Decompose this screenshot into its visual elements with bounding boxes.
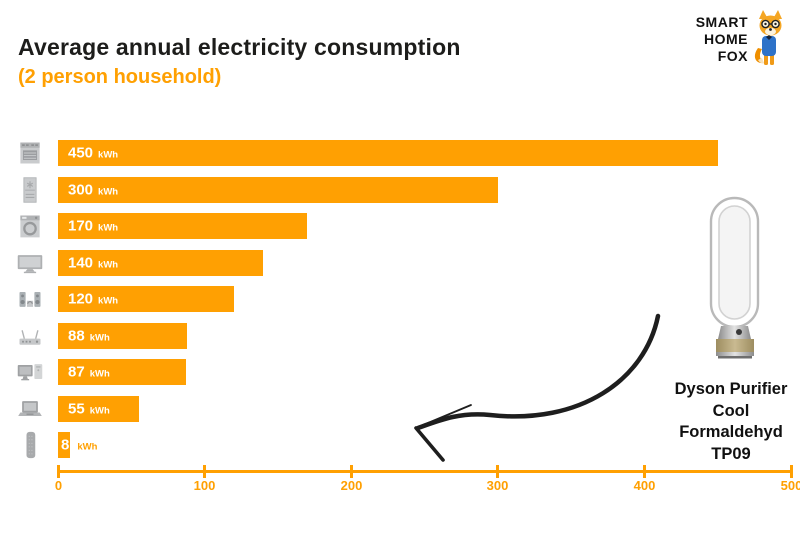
hand-drawn-arrow-icon	[414, 313, 661, 462]
bar-unit: kWh	[98, 259, 119, 271]
bar-unit: kWh	[89, 332, 110, 344]
bar-unit: kWh	[89, 368, 110, 380]
desktop-computer-icon	[12, 359, 48, 385]
bar-desktop-computer	[58, 359, 186, 385]
x-tick-400: 400	[634, 465, 655, 493]
logo-text: SMART HOME FOX	[696, 10, 748, 65]
bar-row-router: 88 kWh	[0, 323, 800, 349]
stereo-system-icon	[12, 286, 48, 312]
product-label-line: Formaldehyd	[679, 423, 783, 441]
chart-subtitle: (2 person household)	[18, 66, 222, 88]
bar-unit: kWh	[98, 222, 119, 234]
bar-tv	[58, 250, 263, 276]
bar-row-fridge: 300 kWh	[0, 177, 800, 203]
x-tick-label: 100	[193, 478, 216, 493]
tv-icon	[12, 250, 48, 276]
x-tick-label: 500	[780, 478, 800, 493]
bar-value: 300	[68, 181, 94, 199]
bar-value: 450	[68, 144, 94, 162]
bar-row-desktop-pc: 87 kWh	[0, 359, 800, 385]
bar-row-oven: 450 kWh	[0, 140, 800, 166]
product-label-line: Cool	[712, 401, 750, 420]
bar-wifi-router	[58, 323, 187, 349]
bar-unit: kWh	[77, 441, 98, 453]
bar-value: 55	[68, 400, 85, 418]
x-tick-200: 200	[341, 465, 362, 493]
bar-unit: kWh	[98, 149, 119, 161]
bar-row-air-purifier: 8 kWh	[0, 431, 800, 459]
bar-washing-machine	[58, 213, 307, 239]
bar-air-purifier	[58, 432, 70, 458]
x-tick-500: 500	[781, 465, 800, 493]
x-axis-line	[58, 470, 791, 473]
bar-unit: kWh	[98, 295, 119, 307]
bar-value: 170	[68, 217, 94, 235]
bar-value: 120	[68, 290, 94, 308]
bar-value: 88	[68, 327, 85, 345]
wifi-router-icon	[12, 323, 48, 349]
bar-stereo-system	[58, 286, 234, 312]
x-tick-label: 400	[633, 478, 656, 493]
product-label-line: Dyson Purifier	[674, 380, 788, 398]
bar-oven	[58, 140, 718, 166]
bar-value: 140	[68, 254, 94, 272]
x-axis: 0 100 200 300 400 500	[55, 465, 800, 500]
laptop-icon	[12, 396, 48, 422]
bar-row-tv: 140 kWh	[0, 250, 800, 276]
washing-machine-icon	[12, 213, 48, 239]
bar-value: 8	[61, 436, 70, 454]
x-tick-label: 200	[340, 478, 363, 493]
x-tick-label: 300	[486, 478, 509, 493]
bar-row-stereo: 120 kWh	[0, 286, 800, 312]
bar-unit: kWh	[89, 405, 110, 417]
air-purifier-icon	[12, 431, 48, 459]
x-tick-label: 0	[54, 478, 63, 493]
bar-fridge-freezer	[58, 177, 498, 203]
chart-title: Average annual electricity consumption	[18, 34, 461, 60]
dyson-purifier-product-image	[709, 196, 760, 359]
bar-laptop	[58, 396, 139, 422]
product-label-line: TP09	[711, 444, 751, 463]
x-tick-100: 100	[194, 465, 215, 493]
oven-icon	[12, 140, 48, 166]
logo-line-home: HOME	[704, 31, 748, 47]
bar-value: 87	[68, 363, 85, 381]
fox-mascot-icon	[750, 10, 786, 71]
x-tick-300: 300	[487, 465, 508, 493]
product-label: Dyson Purifier Cool Formaldehyd TP09	[645, 379, 800, 465]
smart-home-fox-logo: SMART HOME FOX	[696, 10, 786, 71]
bar-unit: kWh	[98, 186, 119, 198]
logo-line-smart: SMART	[695, 14, 748, 30]
x-tick-0: 0	[55, 465, 62, 493]
bar-row-laptop: 55 kWh	[0, 396, 800, 422]
fridge-freezer-icon	[12, 177, 48, 203]
logo-line-fox: FOX	[717, 48, 748, 64]
bar-row-washing-machine: 170 kWh	[0, 213, 800, 239]
